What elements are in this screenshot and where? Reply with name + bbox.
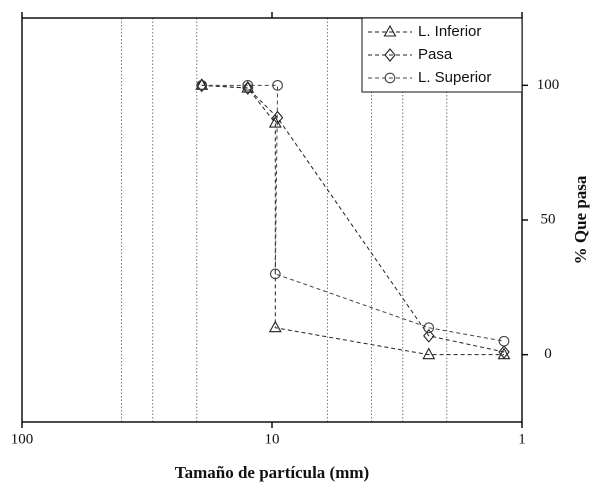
legend-box [361,17,523,93]
marker-circle [272,79,283,91]
marker-diamond [498,345,510,359]
marker-circle [384,72,396,84]
marker-diamond [196,78,208,93]
marker-diamond [242,81,254,95]
series-line [201,84,505,353]
x-tick-label: 1 [518,431,526,447]
y-tick-label: 0 [544,346,552,362]
marker-circle [498,335,510,347]
legend-label: L. Superior [418,69,491,86]
x-tick-label: 10 [265,431,280,447]
marker-diamond [384,48,396,62]
marker-circle [242,79,254,91]
y-axis-title: % Que pasa [571,175,590,264]
marker-circle [423,322,435,334]
marker-triangle [195,78,209,90]
series-line [201,84,505,356]
series-line [201,84,505,342]
marker-triangle [422,347,436,360]
marker-triangle [268,320,282,333]
legend-label: Pasa [418,46,453,63]
y-tick-label: 50 [541,211,556,227]
marker-triangle [383,24,397,37]
marker-circle [269,268,281,280]
x-tick-label: 100 [11,431,34,447]
marker-circle [196,79,208,91]
marker-triangle [268,115,282,128]
x-axis-title: Tamaño de partícula (mm) [175,463,369,482]
y-tick-label: 100 [537,77,560,93]
marker-diamond [423,328,435,343]
legend-label: L. Inferior [418,23,481,40]
marker-triangle [241,80,255,93]
